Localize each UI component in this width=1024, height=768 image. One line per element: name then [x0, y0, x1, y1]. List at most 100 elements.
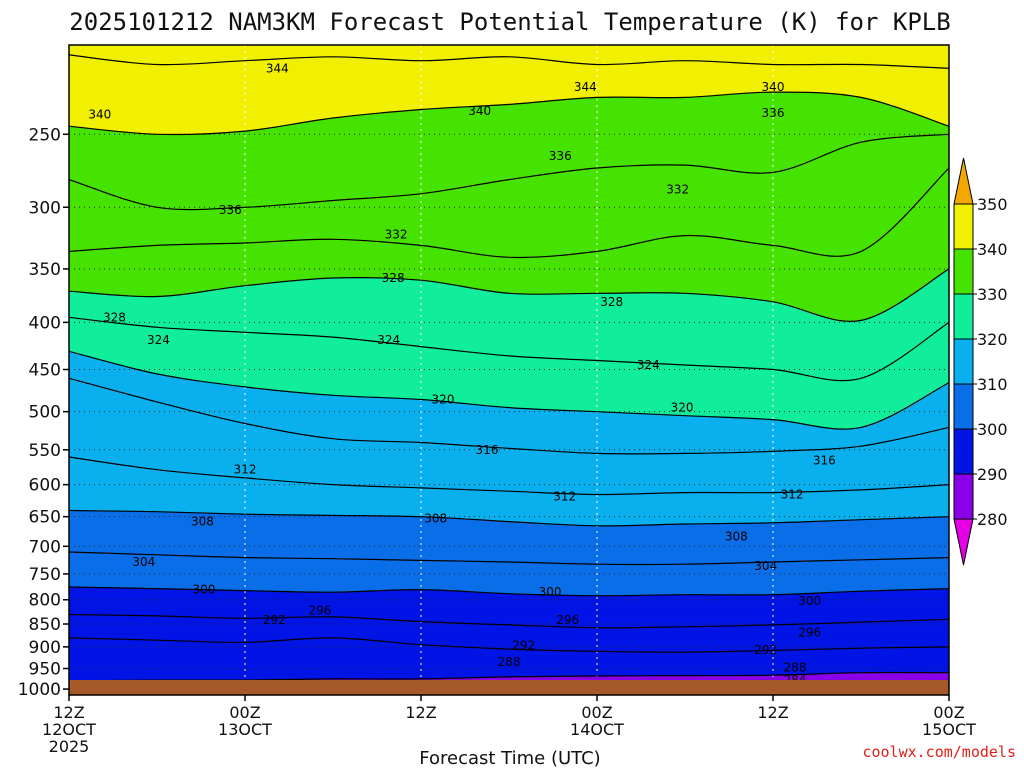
x-axis-label: Forecast Time (UTC) — [419, 748, 600, 768]
contour-label-332: 332 — [385, 227, 408, 241]
y-tick-label-800: 800 — [29, 591, 61, 611]
colorbar-label-330: 330 — [977, 285, 1008, 304]
colorbar-band-280 — [953, 473, 974, 520]
x-tick-label-12-1: 00Z — [229, 703, 260, 722]
colorbar-label-290: 290 — [977, 465, 1008, 484]
x-tick-label-48-1: 12Z — [757, 703, 788, 722]
y-axis: 250 300 350 400 450 500 550 600 650 700 750 800 850 9… — [18, 125, 69, 700]
contour-label-328: 328 — [103, 310, 126, 324]
x-tick-label-60-2: 15OCT — [922, 720, 976, 739]
contour-label-320: 320 — [671, 401, 694, 415]
y-tick-label-700: 700 — [29, 537, 61, 557]
contour-label-288: 288 — [784, 660, 807, 674]
isentrope-296 — [69, 613, 949, 629]
colorbar-label-350: 350 — [977, 195, 1008, 214]
x-tick-label-24-1: 12Z — [405, 703, 436, 722]
contour-label-300: 300 — [539, 585, 562, 599]
contour-label-308: 308 — [191, 515, 214, 529]
band-fill-320 — [69, 317, 949, 430]
colorbar-label-300: 300 — [977, 420, 1008, 439]
x-tick-label-36-2: 14OCT — [570, 720, 624, 739]
colorbar-band-310 — [953, 338, 974, 385]
contour-labels: 344 344 340 340 340 336 336 336 332 332 328 328 328 3… — [88, 61, 836, 695]
contour-label-296: 296 — [556, 613, 579, 627]
contour-label-312: 312 — [781, 488, 804, 502]
credit-text: coolwx.com/models — [862, 743, 1016, 761]
contour-label-308: 308 — [725, 529, 748, 543]
x-tick-label-0-3: 2025 — [49, 737, 90, 756]
contour-label-340: 340 — [468, 104, 491, 118]
contour-label-312: 312 — [553, 489, 576, 503]
plot-area: 344 344 340 340 340 336 336 336 332 332 328 328 328 3… — [69, 45, 949, 695]
contour-label-344: 344 — [266, 61, 289, 75]
colorbar-band-320 — [953, 293, 974, 340]
colorbar-band-340 — [953, 203, 974, 250]
y-tick-label-950: 950 — [29, 660, 61, 680]
x-tick-label-0-2: 12OCT — [42, 720, 96, 739]
y-tick-label-600: 600 — [29, 476, 61, 496]
contour-label-344: 344 — [574, 80, 597, 94]
y-tick-label-500: 500 — [29, 403, 61, 423]
chart-title: 2025101212 NAM3KM Forecast Potential Tem… — [69, 8, 950, 36]
contour-label-292: 292 — [754, 643, 777, 657]
contour-label-336: 336 — [219, 203, 242, 217]
band-fill-288 — [69, 637, 949, 681]
isentrope-304 — [69, 551, 949, 566]
contour-label-296: 296 — [798, 625, 821, 639]
band-fill-312 — [69, 378, 949, 495]
grid-lines — [69, 45, 949, 695]
contour-label-300: 300 — [192, 583, 215, 597]
colorbar: 280 290 300 310 320 330 340 350 — [953, 157, 1008, 566]
contour-label-340: 340 — [762, 80, 785, 94]
contour-label-332: 332 — [666, 183, 689, 197]
y-tick-label-900: 900 — [29, 638, 61, 658]
band-fill-336 — [69, 92, 949, 210]
band-fill-332 — [69, 134, 949, 258]
contour-label-308: 308 — [424, 512, 447, 526]
contour-label-316: 316 — [476, 443, 499, 457]
contour-label-296: 296 — [308, 604, 331, 618]
y-tick-label-400: 400 — [29, 313, 61, 333]
colorbar-band-300 — [953, 383, 974, 430]
colorbar-label-340: 340 — [977, 240, 1008, 259]
y-tick-label-750: 750 — [29, 565, 61, 585]
isentrope-300 — [69, 586, 949, 597]
band-fill-316 — [69, 351, 949, 454]
contour-label-336: 336 — [549, 149, 572, 163]
contour-label-340: 340 — [88, 108, 111, 122]
x-tick-label-0-1: 12Z — [53, 703, 84, 722]
contour-label-328: 328 — [382, 271, 405, 285]
contour-label-320: 320 — [432, 392, 455, 406]
isentrope-332 — [69, 167, 949, 259]
isentrope-316 — [69, 377, 949, 455]
colorbar-label-280: 280 — [977, 510, 1008, 529]
contour-label-336: 336 — [762, 106, 785, 120]
ground-surface — [69, 680, 949, 695]
band-fill-340 — [69, 54, 949, 135]
contour-label-324: 324 — [637, 358, 660, 372]
x-tick-label-12-2: 13OCT — [218, 720, 272, 739]
contour-label-328: 328 — [600, 295, 623, 309]
contour-label-300: 300 — [798, 594, 821, 608]
isentrope-328 — [69, 268, 949, 322]
isentrope-344 — [69, 54, 949, 69]
contour-label-316: 316 — [813, 454, 836, 468]
contour-label-312: 312 — [234, 463, 257, 477]
contour-label-324: 324 — [377, 333, 400, 347]
isentrope-312 — [69, 456, 949, 496]
isentrope-324 — [69, 316, 949, 382]
colorbar-label-320: 320 — [977, 330, 1008, 349]
colorbar-label-310: 310 — [977, 375, 1008, 394]
y-tick-label-650: 650 — [29, 508, 61, 528]
y-tick-label-550: 550 — [29, 441, 61, 461]
isentrope-340 — [69, 91, 949, 136]
contour-label-304: 304 — [754, 559, 777, 573]
contour-label-288: 288 — [498, 655, 521, 669]
isentrope-292 — [69, 637, 949, 653]
y-tick-label-250: 250 — [29, 125, 61, 145]
contour-label-324: 324 — [147, 333, 170, 347]
band-fill-328 — [69, 168, 949, 322]
colorbar-under-arrow — [953, 518, 974, 566]
